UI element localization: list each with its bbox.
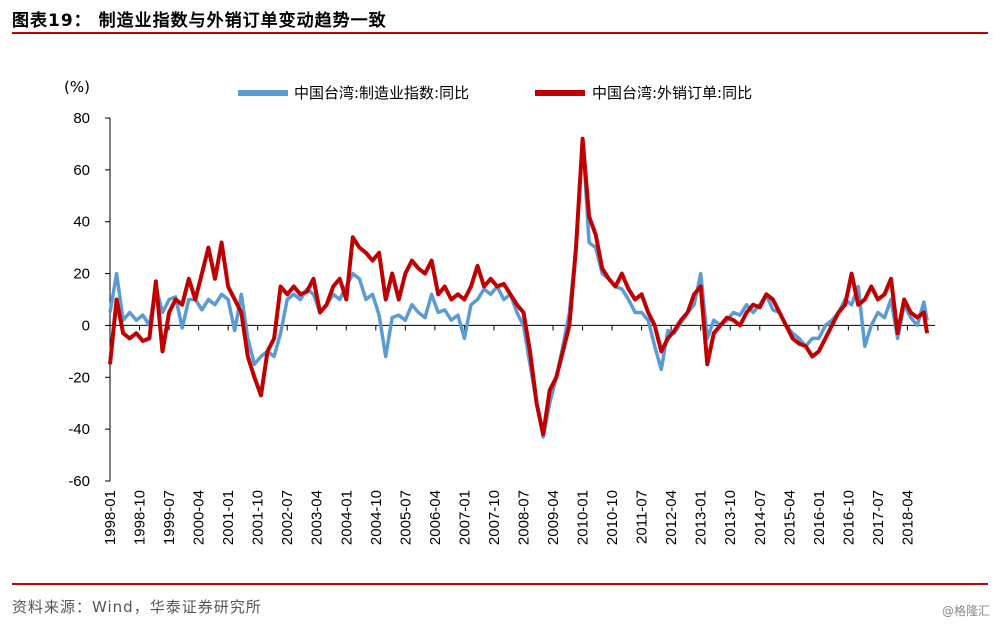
figure-title: 图表19： 制造业指数与外销订单变动趋势一致 [12, 11, 387, 31]
legend-label-2: 中国台湾:外销订单:同比 [592, 84, 752, 102]
x-tick-label: 2007-10 [486, 490, 503, 545]
x-tick-label: 1998-01 [102, 490, 119, 545]
x-tick-label: 2013-01 [693, 490, 710, 545]
legend: 中国台湾:制造业指数:同比 中国台湾:外销订单:同比 [238, 84, 752, 102]
y-tick-label: 20 [73, 266, 90, 283]
x-tick-label: 2009-04 [545, 490, 562, 545]
y-tick-label: -60 [68, 473, 90, 490]
x-tick-label: 1998-10 [132, 490, 149, 545]
x-tick-label: 1999-07 [161, 490, 178, 545]
y-unit-label: (%) [64, 78, 90, 96]
x-tick-label: 2016-10 [840, 490, 857, 545]
y-tick-label: 60 [73, 162, 90, 179]
x-tick-label: 2007-01 [456, 490, 473, 545]
x-tick-label: 2000-04 [191, 490, 208, 545]
series-line-1 [108, 136, 929, 439]
x-tick-label: 2006-04 [427, 490, 444, 545]
x-tick-label: 2008-07 [515, 490, 532, 545]
x-tick-label: 2004-01 [338, 490, 355, 545]
x-tick-label: 2003-04 [309, 490, 326, 545]
bottom-rule [12, 583, 988, 585]
x-tick-label: 2001-01 [220, 490, 237, 545]
x-tick-label: 2014-07 [752, 490, 769, 545]
y-tick-label: 0 [82, 317, 90, 334]
y-tick-label: 40 [73, 214, 90, 231]
top-rule [12, 32, 988, 34]
legend-label-1: 中国台湾:制造业指数:同比 [294, 84, 469, 102]
watermark-text: @格隆汇 [941, 604, 990, 618]
x-tick-label: 2001-10 [250, 490, 267, 545]
x-tick-label: 2004-10 [368, 490, 385, 545]
x-tick-label: 2017-07 [870, 490, 887, 545]
source-note: 资料来源：Wind，华泰证券研究所 [12, 598, 262, 616]
axes: 80 60 40 20 0 -20 -40 -60 1998-01 1998-10 1999-07 2… [68, 110, 935, 545]
x-tick-label: 2010-01 [575, 490, 592, 545]
y-tick-label: -20 [68, 369, 90, 386]
x-tick-label: 2016-01 [811, 490, 828, 545]
x-tick-label: 2015-04 [781, 490, 798, 545]
y-tick-label: 80 [73, 110, 90, 127]
y-tick-label: -40 [68, 421, 90, 438]
x-tick-label: 2011-07 [634, 490, 651, 544]
x-tick-label: 2013-10 [722, 490, 739, 545]
x-tick-label: 2005-07 [397, 490, 414, 545]
x-tick-label: 2018-04 [899, 490, 916, 545]
x-tick-label: 2012-04 [663, 490, 680, 545]
series-lines [108, 136, 930, 439]
x-tick-label: 2010-10 [604, 490, 621, 545]
series-line-2 [108, 136, 930, 437]
x-tick-label: 2002-07 [279, 490, 296, 545]
